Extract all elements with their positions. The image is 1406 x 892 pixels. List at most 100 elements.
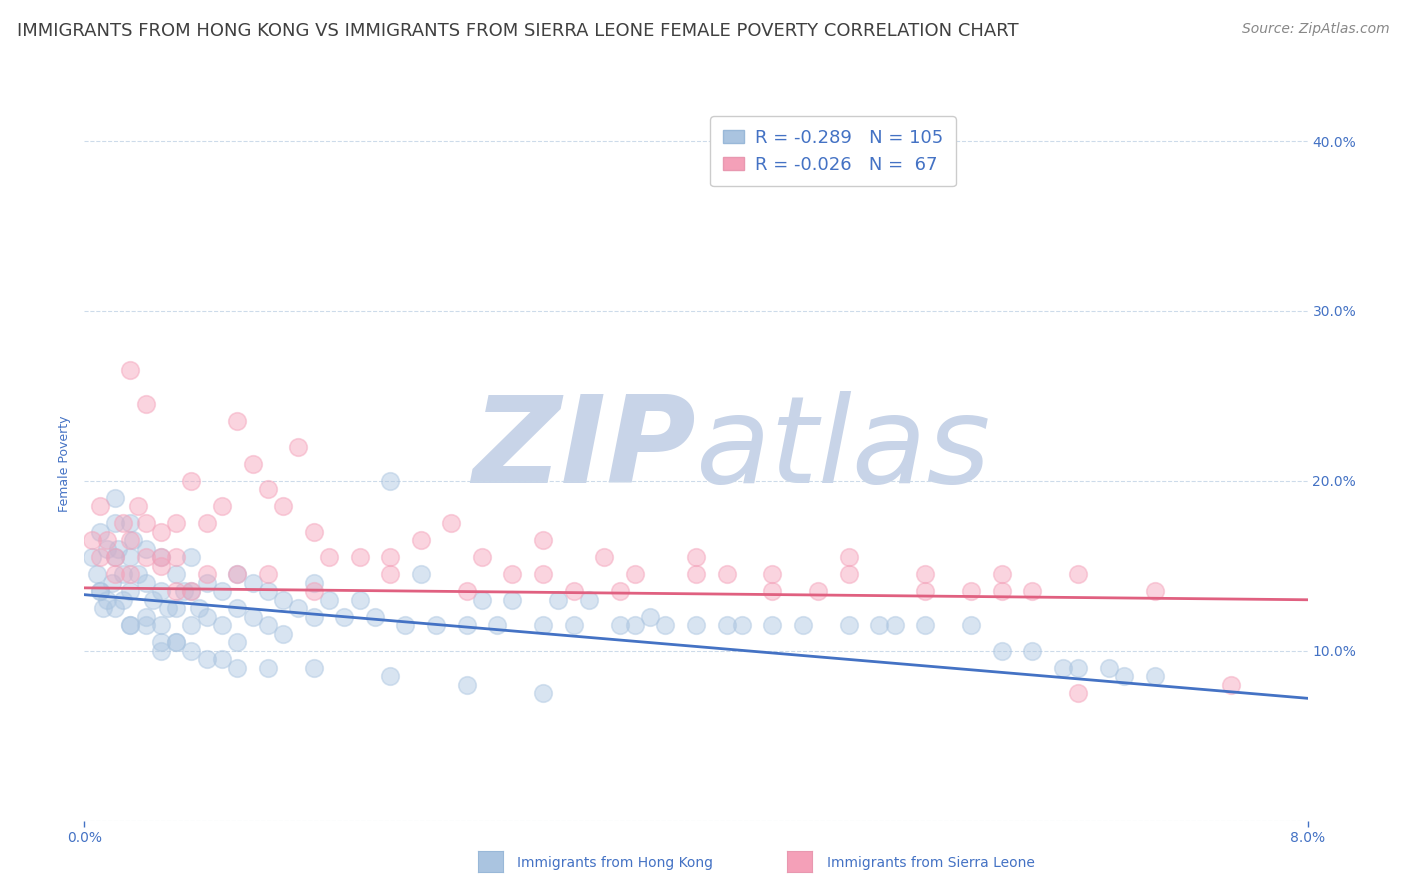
Point	[120, 516, 142, 531]
Point	[165, 567, 187, 582]
Point	[271, 500, 294, 514]
Point	[149, 524, 172, 539]
Point	[838, 550, 860, 565]
Point	[287, 601, 309, 615]
Point	[440, 516, 463, 531]
Point	[104, 516, 127, 531]
Point	[578, 592, 600, 607]
Point	[1052, 661, 1074, 675]
Point	[111, 592, 134, 607]
Point	[104, 550, 127, 565]
Point	[302, 524, 325, 539]
Point	[502, 592, 524, 607]
Point	[991, 567, 1014, 582]
Point	[685, 618, 707, 632]
Text: Immigrants from Sierra Leone: Immigrants from Sierra Leone	[827, 855, 1035, 870]
Point	[111, 567, 134, 582]
Point	[807, 584, 830, 599]
Point	[120, 618, 142, 632]
Point	[257, 567, 280, 582]
Point	[531, 567, 554, 582]
Point	[380, 567, 402, 582]
Point	[165, 601, 187, 615]
Point	[883, 618, 905, 632]
Point	[120, 533, 142, 548]
Point	[991, 644, 1014, 658]
Point	[287, 440, 309, 454]
Point	[761, 567, 783, 582]
Point	[792, 618, 814, 632]
Point	[149, 550, 172, 565]
Point	[302, 661, 325, 675]
Point	[180, 584, 202, 599]
Point	[271, 626, 294, 640]
Point	[1067, 567, 1090, 582]
Point	[211, 652, 233, 666]
Point	[96, 541, 118, 556]
Point	[914, 584, 936, 599]
Point	[593, 550, 616, 565]
Point	[226, 635, 249, 649]
Point	[165, 635, 187, 649]
Point	[195, 652, 218, 666]
Point	[180, 644, 202, 658]
Point	[333, 609, 356, 624]
Point	[1067, 686, 1090, 700]
Point	[838, 618, 860, 632]
Point	[96, 533, 118, 548]
Point	[111, 516, 134, 531]
Point	[1021, 644, 1043, 658]
Point	[242, 609, 264, 624]
Point	[531, 686, 554, 700]
Point	[531, 533, 554, 548]
Point	[456, 584, 478, 599]
Point	[96, 592, 118, 607]
Point	[1143, 584, 1166, 599]
Point	[165, 584, 187, 599]
Point	[318, 592, 340, 607]
Point	[120, 618, 142, 632]
Point	[157, 601, 180, 615]
Point	[135, 516, 157, 531]
Point	[302, 584, 325, 599]
Y-axis label: Female Poverty: Female Poverty	[58, 416, 72, 512]
Point	[173, 584, 195, 599]
Point	[180, 550, 202, 565]
Text: ZIP: ZIP	[472, 391, 696, 508]
Point	[1021, 584, 1043, 599]
Point	[149, 618, 172, 632]
Point	[349, 592, 371, 607]
Point	[869, 618, 891, 632]
Point	[135, 550, 157, 565]
Point	[716, 618, 738, 632]
Point	[195, 575, 218, 590]
Text: atlas: atlas	[696, 391, 991, 508]
Point	[135, 541, 157, 556]
Point	[180, 474, 202, 488]
Point	[271, 592, 294, 607]
Point	[120, 550, 142, 565]
Point	[165, 516, 187, 531]
Point	[107, 541, 129, 556]
Point	[195, 516, 218, 531]
Point	[1098, 661, 1121, 675]
Point	[86, 567, 108, 582]
Point	[1114, 669, 1136, 683]
Point	[991, 584, 1014, 599]
Point	[318, 550, 340, 565]
Point	[1067, 661, 1090, 675]
Point	[89, 584, 111, 599]
Point	[120, 584, 142, 599]
Point	[302, 575, 325, 590]
Point	[127, 567, 149, 582]
Point	[624, 618, 647, 632]
Point	[531, 618, 554, 632]
Point	[120, 567, 142, 582]
Point	[101, 575, 124, 590]
Point	[135, 618, 157, 632]
Point	[91, 601, 114, 615]
Text: IMMIGRANTS FROM HONG KONG VS IMMIGRANTS FROM SIERRA LEONE FEMALE POVERTY CORRELA: IMMIGRANTS FROM HONG KONG VS IMMIGRANTS …	[17, 22, 1018, 40]
Point	[195, 567, 218, 582]
Point	[380, 474, 402, 488]
Point	[89, 500, 111, 514]
